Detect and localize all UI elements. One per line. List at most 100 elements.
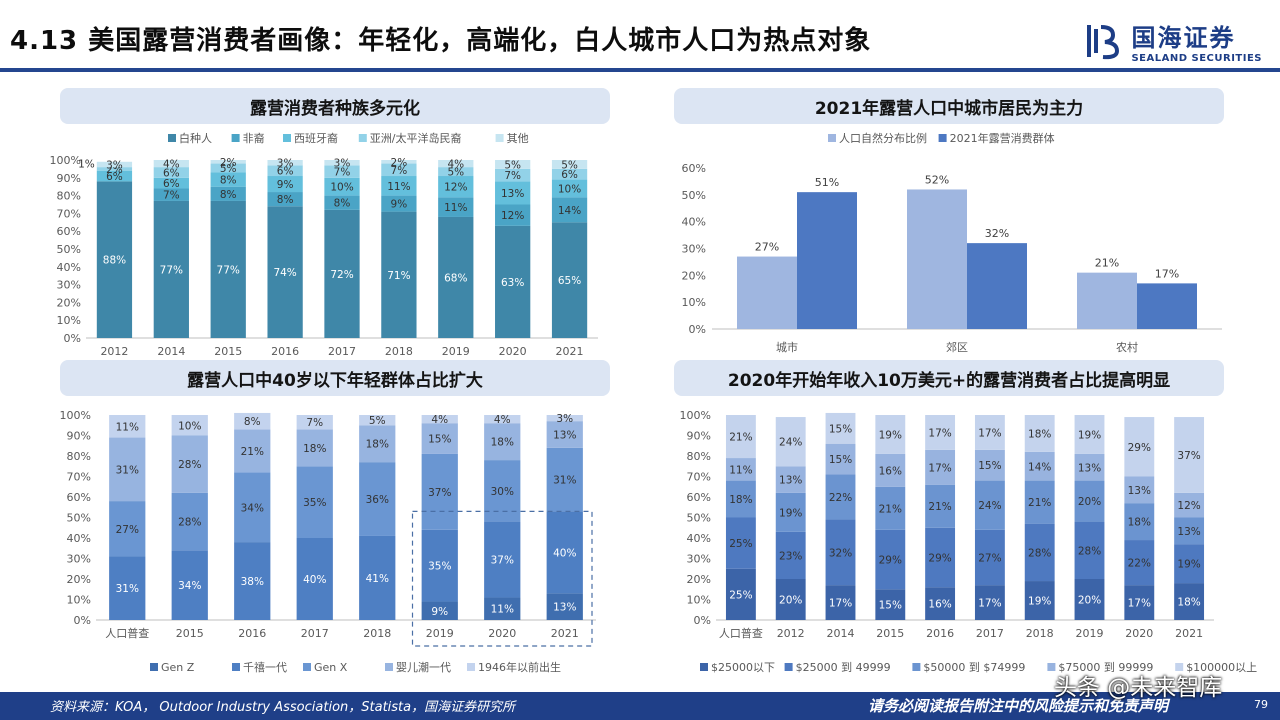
age-bar-6-1 <box>484 521 521 598</box>
age-data-label-2-1: 38% <box>241 576 264 588</box>
age-xtick-7: 2021 <box>551 627 579 640</box>
income-bar-5-2 <box>974 480 1005 530</box>
age-data-label-1-4: 10% <box>178 420 201 432</box>
race-xtick-4: 2017 <box>328 345 356 358</box>
urban-ytick-2: 20% <box>682 269 706 282</box>
race-data-label-1-4: 4% <box>163 159 180 171</box>
income-data-label-7-3: 13% <box>1078 462 1101 474</box>
race-bar-7-4 <box>495 160 531 169</box>
age-bar-5-1 <box>421 529 458 602</box>
race-bar-6-3 <box>438 167 474 177</box>
income-data-label-5-0: 17% <box>978 598 1001 610</box>
income-bar-0-2 <box>725 480 756 518</box>
age-ytick-10: 100% <box>60 409 91 422</box>
age-xtick-6: 2020 <box>488 627 516 640</box>
age-data-label-0-2: 27% <box>116 524 139 536</box>
income-data-label-1-1: 23% <box>779 550 802 562</box>
income-chart-title: 2020年开始年收入10万美元+的露营消费者占比提高明显 <box>674 360 1224 396</box>
income-ytick-1: 10% <box>687 594 711 607</box>
income-bar-2-1 <box>825 519 856 586</box>
income-data-label-8-0: 17% <box>1128 598 1151 610</box>
race-ytick-3: 30% <box>57 279 81 292</box>
age-data-label-7-4: 3% <box>556 413 573 425</box>
urban-data-label-0-0: 27% <box>755 241 779 254</box>
age-data-label-2-4: 8% <box>244 416 261 428</box>
income-legend-label-4: $100000以上 <box>1186 661 1257 674</box>
race-bar-5-2 <box>381 176 417 196</box>
age-ytick-3: 30% <box>67 553 91 566</box>
race-xtick-1: 2014 <box>157 345 185 358</box>
race-data-label-8-1: 14% <box>558 205 581 217</box>
income-data-label-8-2: 18% <box>1128 517 1151 529</box>
urban-bar-2-1 <box>1137 283 1197 329</box>
income-ytick-8: 80% <box>687 450 711 463</box>
race-bar-1-4 <box>153 160 189 168</box>
race-legend-label-1: 非裔 <box>243 131 265 145</box>
income-bar-7-3 <box>1074 453 1105 481</box>
page-title: 4.13 美国露营消费者画像：年轻化，高端化，白人城市人口为热点对象 <box>10 26 872 56</box>
race-bar-1-1 <box>153 188 189 201</box>
income-data-label-4-1: 29% <box>928 552 951 564</box>
income-data-label-3-4: 19% <box>879 429 902 441</box>
age-data-label-4-1: 41% <box>366 573 389 585</box>
race-xtick-2: 2015 <box>214 345 242 358</box>
race-data-label-0-2: 6% <box>106 171 123 183</box>
income-data-label-3-1: 29% <box>879 555 902 567</box>
urban-chart-title: 2021年露营人口中城市居民为主力 <box>674 88 1224 124</box>
disclaimer-link[interactable]: 请务必阅读报告附注中的风险提示和免责声明 <box>868 697 1169 715</box>
income-data-label-0-4: 21% <box>729 432 752 444</box>
income-data-label-8-4: 29% <box>1128 442 1151 454</box>
income-legend-swatch-0 <box>700 663 708 671</box>
income-legend-label-1: $25000 到 49999 <box>796 661 891 674</box>
age-data-label-0-1: 31% <box>116 583 139 595</box>
income-legend-swatch-3 <box>1047 663 1056 671</box>
race-xtick-3: 2016 <box>271 345 299 358</box>
race-bar-3-0 <box>267 206 303 338</box>
urban-xtick-0: 城市 <box>776 340 798 354</box>
race-data-label-8-0: 65% <box>558 275 581 287</box>
urban-ytick-1: 10% <box>682 296 706 309</box>
race-bar-0-4 <box>96 161 133 168</box>
income-data-label-8-3: 13% <box>1128 485 1151 497</box>
race-data-label-0-4: 3% <box>106 159 123 171</box>
age-data-label-4-2: 36% <box>366 494 389 506</box>
race-data-label-1-3: 6% <box>163 167 180 179</box>
urban-data-label-1-1: 32% <box>985 227 1009 240</box>
age-bar-1-4 <box>171 415 208 436</box>
income-bar-2-0 <box>825 585 856 620</box>
race-data-label-5-3: 7% <box>391 165 408 177</box>
income-bar-1-2 <box>775 492 806 532</box>
urban-legend-swatch-1 <box>938 134 947 142</box>
race-data-label-2-3: 5% <box>220 163 237 175</box>
age-ytick-0: 0% <box>74 614 91 627</box>
income-stacked-bar-chart: 0% 10% 20% 30% 40% 50% 60% 70% 80% 90% 100% 25% 25% 1… <box>680 409 1258 674</box>
age-data-label-3-2: 35% <box>303 497 326 509</box>
income-data-label-1-3: 13% <box>779 475 802 487</box>
race-data-label-5-0: 71% <box>387 270 410 282</box>
age-bar-2-4 <box>234 412 271 430</box>
income-xtick-0: 人口普查 <box>719 626 763 640</box>
income-bar-7-2 <box>1074 480 1105 522</box>
income-ytick-4: 40% <box>687 532 711 545</box>
age-bar-7-0 <box>546 593 583 620</box>
race-legend-swatch-0 <box>168 134 176 142</box>
race-data-label-6-4: 4% <box>447 159 464 171</box>
age-xtick-3: 2017 <box>301 627 329 640</box>
income-xtick-3: 2015 <box>876 627 904 640</box>
age-ytick-8: 80% <box>67 450 91 463</box>
income-data-label-0-2: 18% <box>729 494 752 506</box>
race-ytick-9: 90% <box>57 172 81 185</box>
race-bar-4-3 <box>324 165 360 178</box>
income-data-label-1-4: 24% <box>779 437 802 449</box>
race-data-label-3-4: 3% <box>277 158 294 170</box>
age-bar-4-3 <box>359 425 396 463</box>
income-bar-8-3 <box>1124 476 1155 504</box>
race-legend-swatch-3 <box>358 134 367 142</box>
race-legend-swatch-1 <box>231 134 240 142</box>
income-bar-6-3 <box>1024 451 1055 481</box>
race-data-label-7-1: 12% <box>501 210 524 222</box>
income-data-label-6-0: 19% <box>1028 596 1051 608</box>
age-legend-label-2: Gen X <box>314 661 348 674</box>
income-ytick-6: 60% <box>687 491 711 504</box>
age-bar-3-3 <box>296 429 333 467</box>
